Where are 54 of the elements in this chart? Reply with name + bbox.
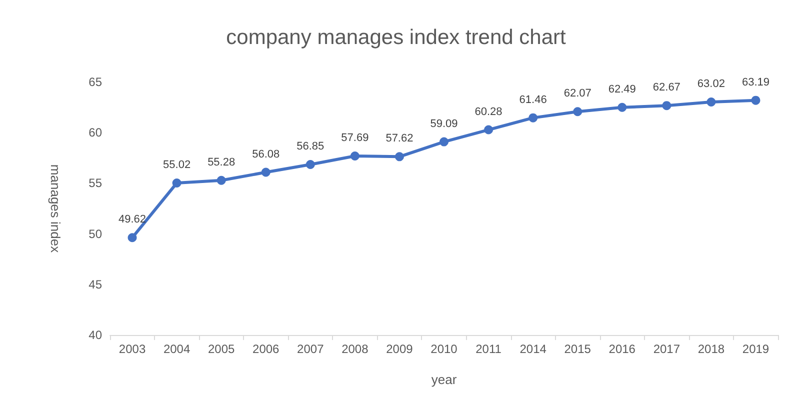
x-tick-label: 2009	[386, 342, 414, 356]
y-tick-label: 65	[88, 75, 102, 89]
y-tick-label: 40	[88, 328, 102, 342]
point	[573, 107, 582, 116]
data-label: 63.02	[697, 78, 725, 90]
data-label: 55.28	[208, 156, 236, 168]
data-label: 62.49	[608, 83, 636, 96]
chart-title: company manages index trend chart	[226, 26, 566, 49]
data-label: 55.02	[163, 159, 191, 171]
x-tick-label: 2018	[698, 342, 725, 356]
x-axis-title: year	[431, 372, 458, 387]
x-tick-label: 2004	[163, 342, 190, 356]
x-tick-label: 2003	[118, 342, 146, 356]
x-tick-label: 2017	[653, 342, 680, 356]
x-tick-label: 2014	[520, 342, 547, 356]
point	[662, 101, 672, 110]
data-label: 60.28	[474, 106, 502, 118]
x-tick-label: 2008	[342, 342, 369, 356]
y-tick-label: 45	[88, 277, 102, 292]
x-tick-label: 2019	[742, 342, 770, 356]
point	[350, 151, 360, 160]
x-tick-label: 2005	[208, 342, 236, 356]
point	[261, 168, 270, 177]
y-tick-label: 50	[88, 226, 102, 241]
point	[172, 178, 182, 188]
x-tick-label: 2011	[476, 342, 502, 356]
y-axis-title: manages index	[48, 164, 63, 254]
data-label: 57.69	[341, 132, 369, 144]
data-label: 62.07	[564, 88, 592, 100]
data-label: 59.09	[430, 118, 458, 130]
data-label: 56.85	[296, 140, 324, 152]
point	[618, 102, 627, 112]
data-label: 63.19	[742, 76, 770, 88]
x-tick-label: 2007	[297, 342, 324, 356]
y-tick-label: 60	[88, 126, 102, 140]
point	[216, 176, 226, 185]
point	[306, 160, 315, 169]
point	[751, 96, 760, 105]
data-label: 49.62	[118, 214, 146, 226]
data-label: 57.62	[386, 132, 414, 145]
x-tick-label: 2010	[430, 342, 458, 356]
y-tick-label: 55	[88, 176, 102, 190]
point	[440, 137, 448, 146]
x-tick-label: 2015	[564, 342, 592, 356]
point	[484, 125, 494, 134]
data-label: 61.46	[519, 94, 547, 106]
x-tick-label: 2016	[608, 342, 636, 356]
x-tick-label: 2006	[252, 342, 280, 356]
point	[528, 113, 538, 122]
point	[706, 98, 716, 107]
data-label: 56.08	[252, 148, 280, 160]
point	[128, 233, 137, 242]
data-label: 62.67	[652, 82, 680, 94]
point	[394, 152, 404, 162]
